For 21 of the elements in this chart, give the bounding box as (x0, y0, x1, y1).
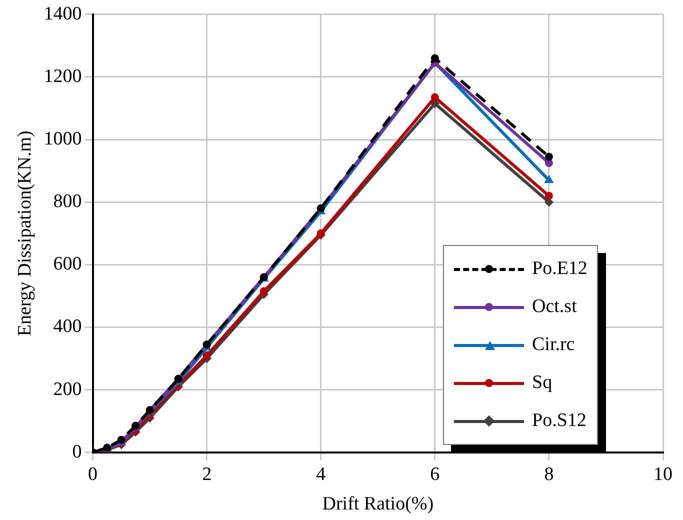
x-axis-title: Drift Ratio(%) (322, 494, 434, 515)
x-tick-label: 6 (430, 464, 440, 485)
y-axis-title: Energy Dissipation(KN.m) (14, 130, 36, 336)
x-tick-label: 10 (654, 464, 672, 485)
legend-label: Po.S12 (532, 410, 586, 432)
y-tick-label: 800 (53, 191, 82, 212)
legend-label: Sq (532, 372, 552, 394)
y-tick-label: 200 (53, 378, 82, 400)
legend-label: Oct.st (532, 296, 577, 318)
y-tick-label: 1200 (44, 66, 82, 87)
legend-label: Po.E12 (532, 258, 588, 280)
y-tick-label: 400 (53, 316, 82, 338)
y-tick-label: 1000 (44, 128, 82, 150)
x-tick-label: 2 (202, 464, 212, 485)
x-tick-label: 4 (316, 464, 326, 485)
legend-label: Cir.rc (532, 334, 575, 356)
x-tick-label: 8 (544, 464, 554, 485)
y-tick-label: 1400 (44, 3, 82, 24)
y-tick-label: 0 (72, 441, 82, 462)
y-tick-label: 600 (53, 254, 82, 275)
x-tick-label: 0 (88, 464, 98, 485)
